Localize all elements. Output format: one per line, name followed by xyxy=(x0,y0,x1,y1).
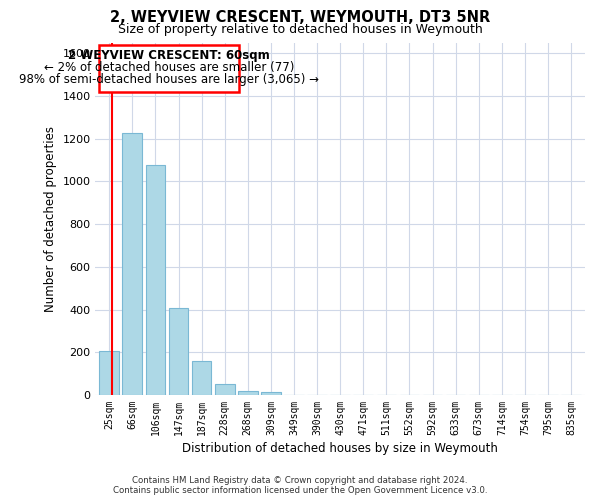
Bar xyxy=(215,384,235,395)
Bar xyxy=(238,390,257,395)
Text: 2, WEYVIEW CRESCENT, WEYMOUTH, DT3 5NR: 2, WEYVIEW CRESCENT, WEYMOUTH, DT3 5NR xyxy=(110,10,490,25)
Bar xyxy=(99,44,239,92)
Bar xyxy=(169,308,188,395)
Text: 2 WEYVIEW CRESCENT: 60sqm: 2 WEYVIEW CRESCENT: 60sqm xyxy=(68,50,269,62)
Text: ← 2% of detached houses are smaller (77): ← 2% of detached houses are smaller (77) xyxy=(44,61,294,74)
Text: Contains HM Land Registry data © Crown copyright and database right 2024.
Contai: Contains HM Land Registry data © Crown c… xyxy=(113,476,487,495)
Bar xyxy=(122,134,142,395)
Bar xyxy=(100,351,119,395)
Bar xyxy=(261,392,281,395)
X-axis label: Distribution of detached houses by size in Weymouth: Distribution of detached houses by size … xyxy=(182,442,498,455)
Y-axis label: Number of detached properties: Number of detached properties xyxy=(44,126,57,312)
Text: Size of property relative to detached houses in Weymouth: Size of property relative to detached ho… xyxy=(118,22,482,36)
Bar xyxy=(192,361,211,395)
Text: 98% of semi-detached houses are larger (3,065) →: 98% of semi-detached houses are larger (… xyxy=(19,73,319,86)
Bar xyxy=(146,166,165,395)
